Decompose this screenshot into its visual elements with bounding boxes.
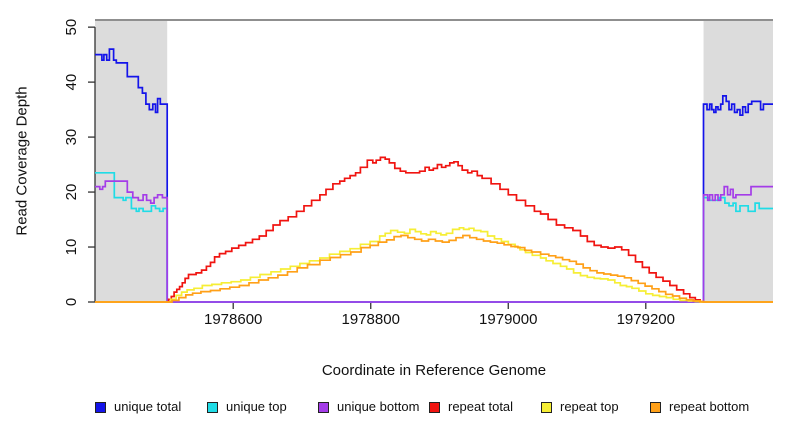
series-unique-total-line (95, 48, 773, 303)
x-tick-label: 1978600 (204, 311, 262, 328)
legend-label: repeat bottom (669, 399, 750, 414)
legend-label: unique total (114, 399, 182, 414)
legend-label: unique bottom (337, 399, 420, 414)
x-tick-label: 1979200 (617, 311, 675, 328)
y-tick-label: 20 (63, 184, 80, 201)
legend-item-repeat-top: repeat top (541, 400, 619, 414)
legend-label: repeat top (560, 399, 619, 414)
legend-item-unique-bottom: unique bottom (318, 400, 419, 414)
legend-item-repeat-total: repeat total (429, 400, 513, 414)
series-repeat-bottom-line (95, 234, 773, 303)
y-tick-label: 0 (63, 298, 80, 306)
legend-item-unique-top: unique top (207, 400, 287, 414)
y-tick-label: 30 (63, 129, 80, 146)
legend-swatch-icon (541, 401, 552, 413)
x-tick-label: 1979000 (479, 311, 537, 328)
flanking-shade-right (703, 20, 773, 302)
plot-legend: unique total unique top unique bottom repea… (0, 400, 792, 420)
y-tick-label: 10 (63, 239, 80, 256)
legend-swatch-icon (95, 401, 106, 413)
legend-label: unique top (226, 399, 287, 414)
legend-swatch-icon (429, 401, 440, 413)
series-unique-bottom-line (95, 180, 773, 303)
series-repeat-total-line (95, 156, 773, 303)
flanking-shade-left (95, 20, 168, 302)
x-axis-title: Coordinate in Reference Genome (321, 362, 547, 379)
legend-swatch-icon (207, 401, 218, 413)
series-unique-top-line (95, 171, 773, 303)
x-tick-label: 1978800 (342, 311, 400, 328)
legend-item-repeat-bottom: repeat bottom (650, 400, 749, 414)
y-tick-label: 50 (63, 19, 80, 36)
y-tick-label: 40 (63, 74, 80, 91)
legend-swatch-icon (650, 401, 661, 413)
legend-item-unique-total: unique total (95, 400, 181, 414)
legend-swatch-icon (318, 401, 329, 413)
legend-label: repeat total (448, 399, 514, 414)
y-axis-title: Read Coverage Depth (13, 86, 31, 236)
series-repeat-top-line (95, 226, 773, 303)
